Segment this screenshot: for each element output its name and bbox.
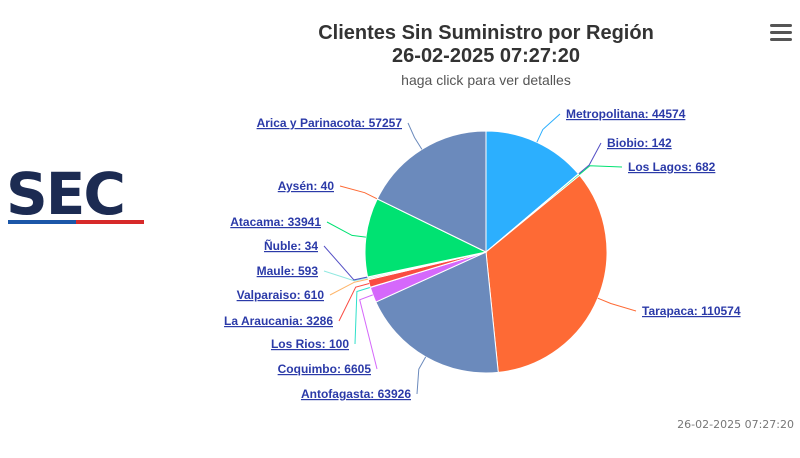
data-label-metropolitana[interactable]: Metropolitana: 44574	[566, 107, 686, 121]
data-label-valparaiso[interactable]: Valparaiso: 610	[237, 288, 325, 302]
data-label-los-lagos[interactable]: Los Lagos: 682	[628, 160, 716, 174]
connector-line-coquimbo	[359, 294, 378, 370]
pie-slice-arica-y-parinacota[interactable]	[376, 130, 487, 253]
connector-line-atacama	[326, 221, 366, 238]
data-label-nuble[interactable]: Ñuble: 34	[264, 238, 318, 253]
data-label-la-araucania[interactable]: La Araucania: 3286	[224, 314, 333, 328]
footer-timestamp: 26-02-2025 07:27:20	[677, 418, 794, 431]
data-label-arica-y-parinacota[interactable]: Arica y Parinacota: 57257	[257, 116, 403, 130]
pie-slice-metropolitana[interactable]	[485, 130, 580, 254]
hamburger-menu-icon[interactable]	[770, 24, 792, 42]
data-label-antofagasta[interactable]: Antofagasta: 63926	[301, 387, 411, 401]
connector-line-aysen	[339, 185, 378, 200]
chart-subtitle: haga click para ver detalles	[401, 72, 571, 88]
sec-logo: SEC	[6, 160, 144, 228]
connector-line-arica-y-parinacota	[407, 122, 423, 150]
data-label-maule[interactable]: Maule: 593	[257, 264, 319, 278]
connector-line-los-rios	[354, 286, 371, 345]
svg-text:SEC: SEC	[6, 160, 124, 228]
connector-line-tarapaca	[597, 297, 637, 312]
data-label-los-rios[interactable]: Los Rios: 100	[271, 337, 349, 351]
chart-title-date: 26-02-2025 07:27:20	[392, 45, 580, 67]
connector-line-la-araucania	[338, 283, 370, 322]
connector-line-biobio	[578, 142, 602, 175]
pie-slice-atacama[interactable]	[364, 198, 488, 278]
connector-line-antofagasta	[416, 356, 427, 395]
connector-line-nuble	[323, 245, 368, 281]
data-label-atacama[interactable]: Atacama: 33941	[230, 215, 321, 229]
connector-line-los-lagos	[578, 165, 623, 176]
connector-line-valparaiso	[329, 278, 369, 296]
data-label-biobio[interactable]: Biobio: 142	[607, 136, 672, 150]
connector-line-metropolitana	[536, 113, 561, 143]
pie-slice-antofagasta[interactable]	[375, 251, 499, 374]
data-label-tarapaca[interactable]: Tarapaca: 110574	[642, 304, 741, 318]
pie-slice-tarapaca[interactable]	[485, 174, 608, 373]
data-label-aysen[interactable]: Aysén: 40	[278, 179, 335, 193]
chart-title: Clientes Sin Suministro por Región	[318, 22, 654, 44]
connector-line-maule	[323, 270, 368, 282]
data-label-coquimbo[interactable]: Coquimbo: 6605	[278, 362, 372, 376]
